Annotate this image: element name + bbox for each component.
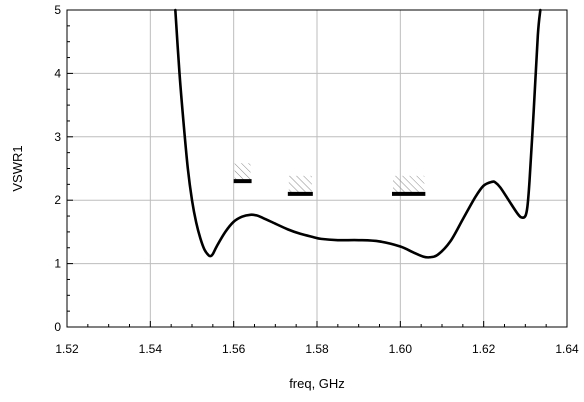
y-tick-labels: 0 1 2 3 4 5	[54, 3, 61, 334]
x-tick-label: 1.52	[55, 342, 79, 356]
y-tick-label: 3	[54, 130, 61, 144]
goal-hatch	[234, 163, 251, 181]
y-tick-label: 4	[54, 66, 61, 80]
x-tick-label: 1.56	[222, 342, 246, 356]
y-tick-label: 2	[54, 193, 61, 207]
y-axis-label: VSWR1	[10, 145, 25, 191]
x-tick-label: 1.64	[555, 342, 579, 356]
y-tick-label: 5	[54, 3, 61, 17]
x-axis-label: freq, GHz	[289, 376, 345, 391]
grid	[67, 10, 567, 327]
goal-hatch	[393, 175, 425, 193]
x-tick-label: 1.58	[305, 342, 329, 356]
x-tick-label: 1.54	[139, 342, 163, 356]
goal-markers	[233, 163, 426, 196]
vswr-series-line	[174, 8, 542, 259]
x-tick-label: 1.62	[472, 342, 496, 356]
plot-frame	[66, 9, 568, 328]
goal-hatch	[288, 175, 312, 193]
y-tick-label: 1	[54, 257, 61, 271]
y-tick-label: 0	[54, 320, 61, 334]
x-tick-labels: 1.52 1.54 1.56 1.58 1.60 1.62 1.64	[55, 342, 579, 356]
x-tick-label: 1.60	[389, 342, 413, 356]
